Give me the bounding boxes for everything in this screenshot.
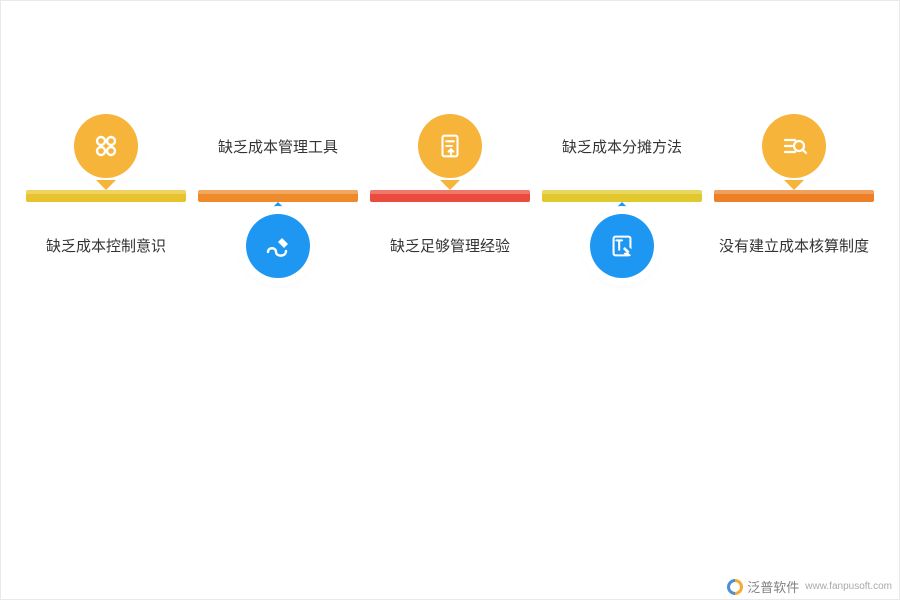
segment-bar bbox=[542, 190, 702, 202]
segment-bar bbox=[26, 190, 186, 202]
segment-label: 缺乏成本管理工具 bbox=[218, 136, 338, 157]
pointer-icon bbox=[612, 202, 632, 212]
text-edit-icon bbox=[590, 214, 654, 278]
edit-path-icon bbox=[246, 214, 310, 278]
segment-bar bbox=[370, 190, 530, 202]
logo-icon bbox=[727, 579, 743, 595]
pointer-icon bbox=[268, 202, 288, 212]
segment-3: 缺乏足够管理经验 bbox=[370, 190, 530, 202]
canvas-frame bbox=[0, 0, 900, 600]
segment-5: 没有建立成本核算制度 bbox=[714, 190, 874, 202]
segment-label: 缺乏成本控制意识 bbox=[46, 235, 166, 256]
segment-4: 缺乏成本分摊方法 bbox=[542, 190, 702, 202]
pointer-icon bbox=[784, 180, 804, 190]
segment-bar bbox=[714, 190, 874, 202]
watermark-url: www.fanpusoft.com bbox=[805, 581, 892, 592]
segment-2: 缺乏成本管理工具 bbox=[198, 190, 358, 202]
document-upload-icon bbox=[418, 114, 482, 178]
pointer-icon bbox=[96, 180, 116, 190]
watermark: 泛普软件 www.fanpusoft.com bbox=[727, 577, 892, 596]
segment-label: 缺乏成本分摊方法 bbox=[562, 136, 682, 157]
segment-label: 没有建立成本核算制度 bbox=[719, 235, 869, 256]
timeline: 缺乏成本控制意识 缺乏成本管理工具 缺乏足够管理经验 缺乏成本分摊方法 bbox=[0, 190, 900, 202]
grid-dots-icon bbox=[74, 114, 138, 178]
segment-1: 缺乏成本控制意识 bbox=[26, 190, 186, 202]
pointer-icon bbox=[440, 180, 460, 190]
watermark-brand: 泛普软件 bbox=[747, 577, 799, 596]
list-search-icon bbox=[762, 114, 826, 178]
segment-label: 缺乏足够管理经验 bbox=[390, 235, 510, 256]
segment-bar bbox=[198, 190, 358, 202]
